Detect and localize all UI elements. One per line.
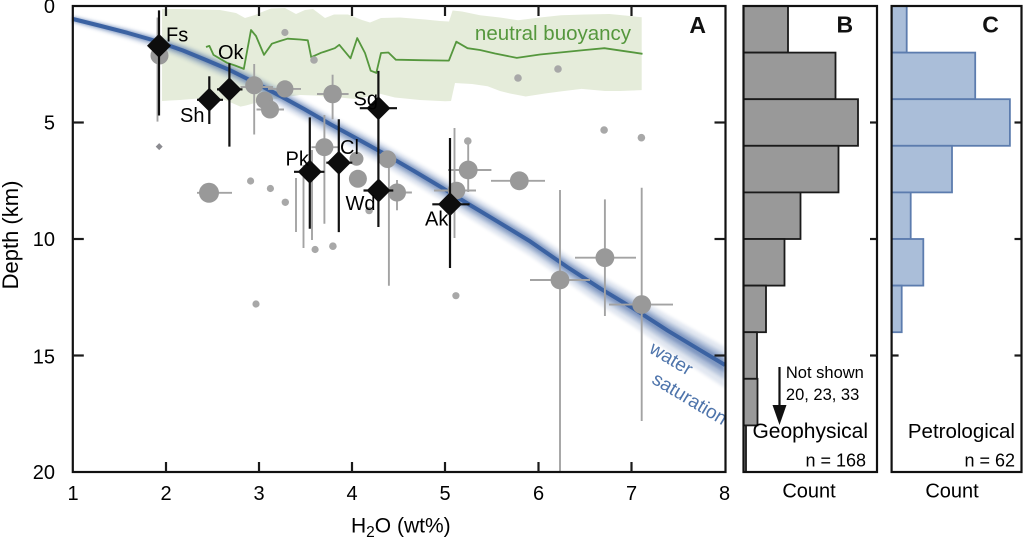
svg-text:B: B [836,12,853,38]
svg-text:5: 5 [439,483,450,505]
svg-text:10: 10 [33,229,55,251]
svg-text:Sg: Sg [354,89,378,111]
svg-text:7: 7 [626,483,637,505]
svg-text:C: C [982,12,999,38]
svg-text:5: 5 [44,113,55,135]
svg-text:Wd: Wd [346,193,376,215]
svg-text:20, 23, 33: 20, 23, 33 [786,386,859,404]
svg-text:20: 20 [33,462,55,484]
svg-text:1: 1 [67,483,78,505]
svg-text:H2O (wt%): H2O (wt%) [351,515,451,537]
svg-text:8: 8 [719,483,730,505]
svg-text:Petrological: Petrological [908,420,1015,443]
svg-text:Ok: Ok [218,42,245,64]
svg-text:A: A [689,12,706,38]
svg-text:2: 2 [160,483,171,505]
svg-text:n = 62: n = 62 [964,451,1015,471]
svg-text:Count: Count [782,481,836,503]
svg-text:Not shown: Not shown [786,364,864,382]
svg-text:Geophysical: Geophysical [752,420,868,443]
svg-text:Sh: Sh [180,105,204,127]
svg-text:3: 3 [253,483,264,505]
svg-text:Depth (km): Depth (km) [0,181,23,290]
svg-text:neutral buoyancy: neutral buoyancy [475,22,632,45]
svg-text:15: 15 [33,346,55,368]
svg-text:4: 4 [346,483,357,505]
svg-text:Fs: Fs [166,25,188,47]
svg-text:Ak: Ak [425,209,449,231]
svg-text:0: 0 [44,0,55,18]
svg-text:Count: Count [925,481,979,503]
svg-text:Pk: Pk [286,149,310,171]
svg-text:6: 6 [533,483,544,505]
svg-text:n = 168: n = 168 [805,451,866,471]
svg-text:Cl: Cl [340,137,359,159]
